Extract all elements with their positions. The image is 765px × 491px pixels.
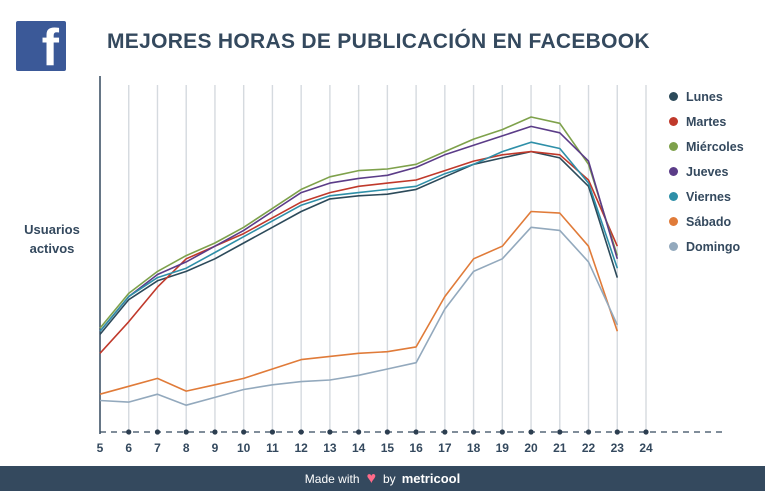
metricool-brand[interactable]: metricool bbox=[401, 471, 461, 486]
x-tick-dot-19 bbox=[499, 429, 505, 435]
series-line-6 bbox=[99, 226, 619, 407]
x-tick-label-24: 24 bbox=[639, 441, 653, 455]
legend-label-2: Miércoles bbox=[686, 139, 744, 154]
x-tick-dot-9 bbox=[212, 429, 218, 435]
x-tick-dot-24 bbox=[643, 429, 649, 435]
x-tick-label-20: 20 bbox=[524, 441, 538, 455]
legend-item-2: Miércoles bbox=[669, 134, 744, 159]
legend-item-3: Jueves bbox=[669, 159, 744, 184]
x-tick-label-12: 12 bbox=[294, 441, 308, 455]
legend-item-5: Sábado bbox=[669, 209, 744, 234]
footer-made-with: Made with bbox=[304, 471, 360, 486]
facebook-logo-glyph: f bbox=[41, 21, 59, 71]
legend-marker-1 bbox=[669, 117, 678, 126]
series-line-1 bbox=[99, 150, 619, 354]
x-tick-label-8: 8 bbox=[183, 441, 190, 455]
x-tick-dot-16 bbox=[413, 429, 419, 435]
x-tick-label-16: 16 bbox=[409, 441, 423, 455]
legend-label-5: Sábado bbox=[686, 214, 732, 229]
series-line-3 bbox=[99, 125, 619, 332]
x-tick-dot-15 bbox=[384, 429, 390, 435]
x-tick-dot-7 bbox=[154, 429, 161, 435]
footer-bar: Made with ♥ by metricool bbox=[0, 466, 765, 491]
x-tick-label-10: 10 bbox=[237, 441, 251, 455]
x-tick-label-18: 18 bbox=[467, 441, 481, 455]
legend-label-3: Jueves bbox=[686, 164, 729, 179]
x-tick-label-13: 13 bbox=[323, 441, 337, 455]
legend-marker-0 bbox=[669, 92, 678, 101]
heart-icon: ♥ bbox=[366, 469, 377, 487]
x-tick-dot-14 bbox=[356, 429, 362, 435]
series-line-4 bbox=[99, 141, 619, 332]
x-tick-dot-8 bbox=[183, 429, 189, 435]
legend-marker-3 bbox=[669, 167, 678, 176]
legend-marker-4 bbox=[669, 192, 678, 201]
legend-label-6: Domingo bbox=[686, 239, 741, 254]
x-tick-label-22: 22 bbox=[582, 441, 596, 455]
x-tick-label-9: 9 bbox=[212, 441, 219, 455]
facebook-logo-icon: f bbox=[16, 21, 66, 71]
legend-marker-2 bbox=[669, 142, 678, 151]
x-tick-label-11: 11 bbox=[266, 441, 279, 455]
chart-legend: Lunes Martes Miércoles Jueves Viernes Sábado D… bbox=[669, 84, 744, 259]
x-tick-label-23: 23 bbox=[611, 441, 625, 455]
legend-item-4: Viernes bbox=[669, 184, 744, 209]
x-tick-label-17: 17 bbox=[438, 441, 452, 455]
chart-title: MEJORES HORAS DE PUBLICACIÓN EN FACEBOOK bbox=[107, 30, 650, 53]
line-chart: 5 6 7 8 9 10 11 12 13 14 15 16 17 18 19 20 21 22 23 24 bbox=[97, 76, 722, 455]
x-tick-dot-18 bbox=[470, 429, 477, 435]
x-tick-dot-23 bbox=[614, 429, 620, 435]
x-tick-label-5: 5 bbox=[97, 441, 104, 455]
legend-marker-5 bbox=[669, 217, 678, 226]
legend-item-6: Domingo bbox=[669, 234, 744, 259]
x-tick-label-6: 6 bbox=[125, 441, 132, 455]
x-tick-label-14: 14 bbox=[352, 441, 366, 455]
footer-by: by bbox=[383, 471, 396, 486]
y-axis-label-line-2: activos bbox=[29, 241, 75, 256]
x-tick-dot-20 bbox=[528, 429, 534, 435]
x-tick-label-19: 19 bbox=[496, 441, 510, 455]
x-tick-dot-11 bbox=[269, 429, 276, 435]
y-axis-label-line-1: Usuarios bbox=[24, 222, 80, 237]
x-tick-label-15: 15 bbox=[381, 441, 395, 455]
legend-marker-6 bbox=[669, 242, 678, 251]
series-line-5 bbox=[99, 210, 619, 395]
x-tick-dot-17 bbox=[442, 429, 448, 435]
x-tick-dot-22 bbox=[585, 429, 592, 435]
x-tick-dot-6 bbox=[126, 429, 132, 435]
x-tick-dot-13 bbox=[327, 429, 333, 435]
y-axis-label: Usuarios activos bbox=[20, 220, 84, 258]
legend-label-0: Lunes bbox=[686, 89, 723, 104]
x-tick-dot-12 bbox=[298, 429, 304, 435]
x-tick-label-21: 21 bbox=[553, 441, 567, 455]
legend-label-1: Martes bbox=[686, 114, 727, 129]
series-line-2 bbox=[99, 116, 619, 329]
legend-item-1: Martes bbox=[669, 109, 744, 134]
legend-label-4: Viernes bbox=[686, 189, 731, 204]
x-tick-label-7: 7 bbox=[154, 441, 161, 455]
legend-item-0: Lunes bbox=[669, 84, 744, 109]
x-tick-dot-10 bbox=[241, 429, 247, 435]
x-tick-dot-21 bbox=[557, 429, 563, 435]
